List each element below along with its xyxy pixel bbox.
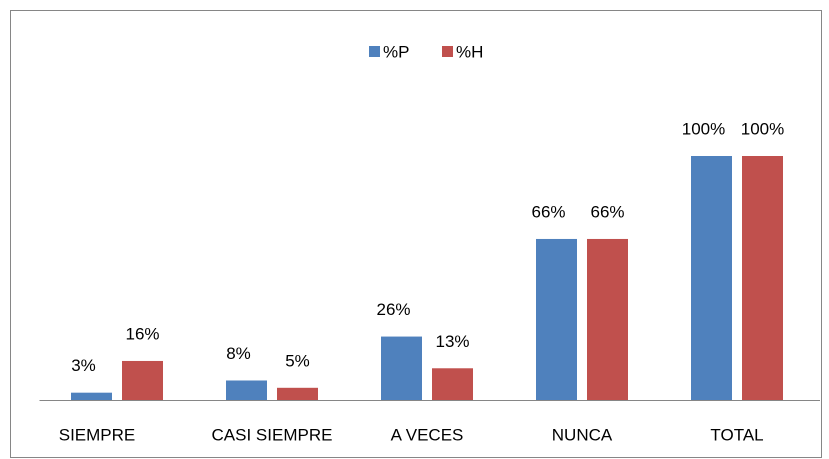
x-tick-label: CASI SIEMPRE bbox=[212, 425, 333, 444]
data-label: 66% bbox=[531, 202, 565, 221]
bar bbox=[587, 238, 628, 400]
legend-label: %H bbox=[456, 42, 483, 61]
bar bbox=[742, 156, 783, 400]
x-tick-label: A VECES bbox=[391, 425, 464, 444]
x-tick-label: NUNCA bbox=[552, 425, 613, 444]
bar bbox=[226, 380, 267, 400]
data-label: 5% bbox=[285, 351, 310, 370]
bar bbox=[277, 387, 318, 400]
data-label: 3% bbox=[71, 356, 96, 375]
bar bbox=[432, 368, 473, 400]
legend-swatch bbox=[442, 46, 453, 57]
bar bbox=[691, 156, 732, 400]
data-label: 66% bbox=[590, 202, 624, 221]
data-label: 13% bbox=[435, 332, 469, 351]
data-label: 100% bbox=[741, 119, 784, 138]
data-label: 16% bbox=[125, 324, 159, 343]
bar bbox=[536, 238, 577, 400]
data-label: 26% bbox=[376, 300, 410, 319]
legend-label: %P bbox=[383, 42, 409, 61]
data-label: 100% bbox=[682, 119, 725, 138]
bar bbox=[71, 392, 112, 400]
bar bbox=[381, 336, 422, 400]
x-tick-label: TOTAL bbox=[710, 425, 763, 444]
x-tick-label: SIEMPRE bbox=[59, 425, 136, 444]
bar bbox=[122, 360, 163, 400]
legend-swatch bbox=[369, 46, 380, 57]
data-label: 8% bbox=[226, 344, 251, 363]
